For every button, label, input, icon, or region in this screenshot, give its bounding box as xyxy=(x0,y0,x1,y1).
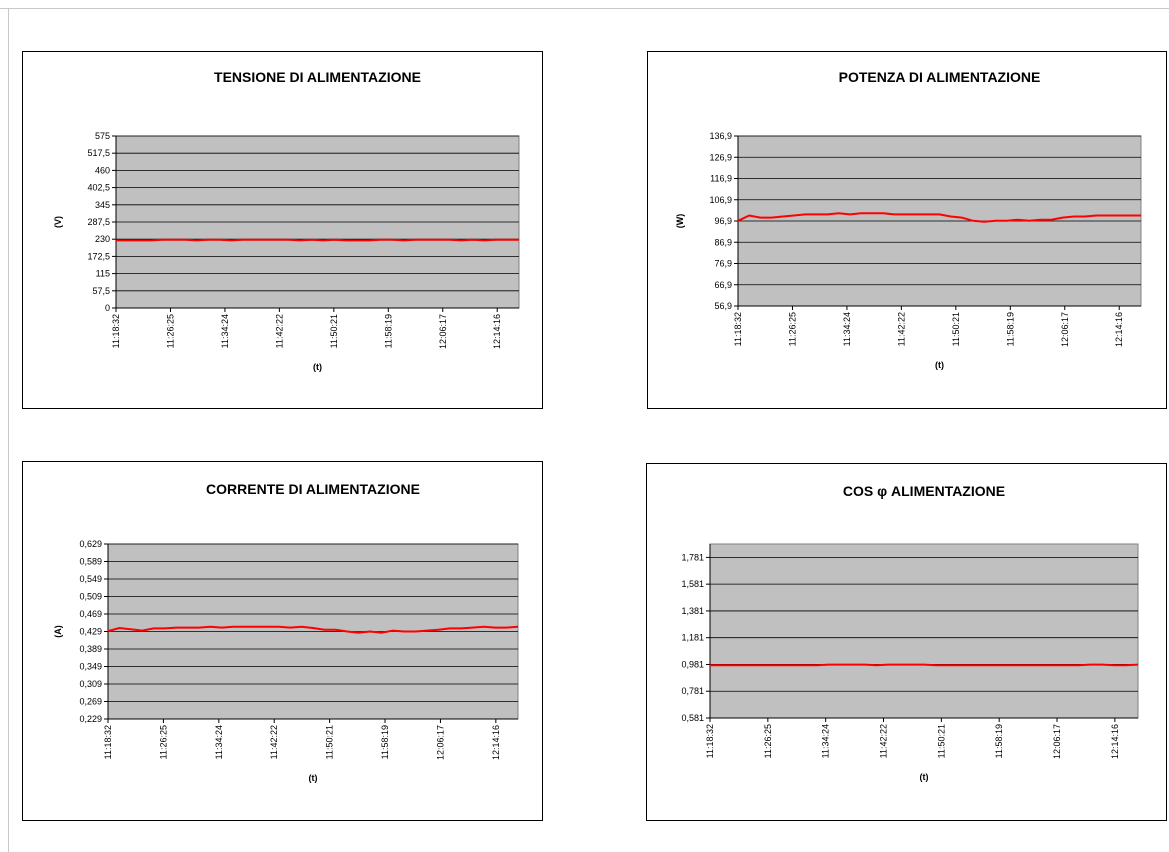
x-axis-label: (t) xyxy=(313,362,322,372)
y-axis-label: (V) xyxy=(53,216,63,228)
x-tick-label: 11:42:22 xyxy=(879,724,889,758)
y-tick-label: 57,5 xyxy=(92,286,110,296)
x-tick-label: 11:58:19 xyxy=(994,724,1004,758)
y-tick-label: 1,781 xyxy=(681,552,704,562)
y-tick-label: 115 xyxy=(96,269,110,279)
x-tick-label: 12:06:17 xyxy=(1060,312,1070,347)
y-tick-label: 136,9 xyxy=(709,131,732,141)
x-tick-label: 11:34:24 xyxy=(220,314,230,348)
chart-svg: CORRENTE DI ALIMENTAZIONE 0,629 0,589 0,549… xyxy=(53,481,519,783)
y-tick-label: 0 xyxy=(105,303,110,313)
y-tick-label: 0,781 xyxy=(681,686,704,696)
x-tick-label: 11:50:21 xyxy=(951,312,961,346)
x-tick-label: 11:34:24 xyxy=(214,725,224,759)
y-tick-label: 0,229 xyxy=(79,714,102,724)
x-tick-label: 11:26:25 xyxy=(787,312,797,346)
chart-cosphi: COS φ ALIMENTAZIONE 1,781 1,581 1,381 1,181 0… xyxy=(646,463,1167,821)
x-tick-label: 12:06:17 xyxy=(1052,724,1062,759)
sheet-edge-left xyxy=(8,8,9,852)
y-tick-label: 230 xyxy=(95,234,110,244)
y-tick-label: 56,9 xyxy=(714,301,732,311)
y-tick-label: 96,9 xyxy=(714,216,732,226)
y-tick-label: 460 xyxy=(95,165,110,175)
x-tick-label: 11:50:21 xyxy=(325,725,335,759)
chart-title: COS φ ALIMENTAZIONE xyxy=(843,483,1005,499)
x-tick-label: 11:26:25 xyxy=(158,725,168,759)
y-tick-label: 402,5 xyxy=(87,183,110,193)
x-tick-label: 12:14:16 xyxy=(1114,312,1124,347)
x-axis-label: (t) xyxy=(935,360,944,370)
x-tick-label: 11:18:32 xyxy=(733,312,743,346)
y-tick-label: 0,349 xyxy=(79,662,102,672)
x-tick-label: 11:18:32 xyxy=(103,725,113,759)
sheet-edge-top xyxy=(0,8,1169,9)
plot-area xyxy=(709,543,1139,719)
y-tick-label: 1,181 xyxy=(681,633,704,643)
x-tick-label: 11:34:24 xyxy=(821,724,831,758)
x-tick-label: 11:50:21 xyxy=(329,314,339,348)
chart-svg: COS φ ALIMENTAZIONE 1,781 1,581 1,381 1,181 0… xyxy=(681,483,1139,782)
y-tick-label: 0,981 xyxy=(681,659,704,669)
x-tick-label: 11:42:22 xyxy=(269,725,279,759)
x-tick-label: 11:58:19 xyxy=(383,314,393,348)
x-tick-label: 12:14:16 xyxy=(1110,724,1120,759)
x-tick-label: 12:06:17 xyxy=(438,314,448,349)
y-tick-label: 116,9 xyxy=(710,174,732,184)
series-line xyxy=(116,238,519,242)
x-tick-label: 11:34:24 xyxy=(842,312,852,346)
y-axis-label: (A) xyxy=(53,625,63,638)
x-axis-label: (t) xyxy=(309,773,318,783)
x-tick-label: 11:50:21 xyxy=(936,724,946,758)
y-tick-label: 575 xyxy=(95,131,110,141)
y-tick-label: 287,5 xyxy=(87,217,110,227)
x-tick-label: 11:42:22 xyxy=(896,312,906,346)
chart-svg: TENSIONE DI ALIMENTAZIONE 575 517,5 460 402,… xyxy=(53,69,520,372)
x-tick-label: 11:18:32 xyxy=(705,724,715,758)
x-tick-label: 11:26:25 xyxy=(165,314,175,348)
series-line xyxy=(737,212,1141,223)
y-tick-label: 0,469 xyxy=(79,609,102,619)
y-tick-label: 0,269 xyxy=(79,697,102,707)
x-axis-label: (t) xyxy=(920,772,929,782)
x-tick-label: 12:14:16 xyxy=(492,314,502,349)
chart-svg: POTENZA DI ALIMENTAZIONE 136,9 126,9 116,9 1… xyxy=(675,69,1142,370)
y-tick-label: 1,581 xyxy=(681,579,704,589)
y-tick-label: 0,549 xyxy=(79,574,102,584)
y-tick-label: 0,581 xyxy=(681,713,704,723)
chart-title: TENSIONE DI ALIMENTAZIONE xyxy=(214,69,421,85)
chart-tensione: TENSIONE DI ALIMENTAZIONE 575 517,5 460 402,… xyxy=(22,51,543,409)
x-tick-label: 11:58:19 xyxy=(380,725,390,759)
y-tick-label: 86,9 xyxy=(714,237,732,247)
y-axis-label: (W) xyxy=(675,214,685,229)
x-tick-label: 11:18:32 xyxy=(111,314,121,348)
chart-title: POTENZA DI ALIMENTAZIONE xyxy=(839,69,1041,85)
y-tick-label: 0,509 xyxy=(79,592,102,602)
y-tick-label: 172,5 xyxy=(87,251,110,261)
y-tick-label: 0,309 xyxy=(79,679,102,689)
y-tick-label: 0,629 xyxy=(79,539,102,549)
y-tick-label: 345 xyxy=(95,200,110,210)
x-tick-label: 12:14:16 xyxy=(491,725,501,760)
x-tick-label: 12:06:17 xyxy=(435,725,445,760)
series-line xyxy=(107,625,519,634)
y-tick-label: 0,389 xyxy=(79,644,102,654)
y-tick-label: 0,589 xyxy=(79,557,102,567)
chart-title: CORRENTE DI ALIMENTAZIONE xyxy=(206,481,420,497)
y-tick-label: 1,381 xyxy=(681,606,704,616)
y-tick-label: 76,9 xyxy=(714,259,732,269)
y-tick-label: 66,9 xyxy=(714,280,732,290)
y-tick-label: 0,429 xyxy=(79,627,102,637)
chart-potenza: POTENZA DI ALIMENTAZIONE 136,9 126,9 116,9 1… xyxy=(647,51,1167,409)
x-tick-label: 11:58:19 xyxy=(1005,312,1015,346)
y-tick-label: 106,9 xyxy=(709,195,732,205)
y-tick-label: 126,9 xyxy=(709,152,732,162)
chart-corrente: CORRENTE DI ALIMENTAZIONE 0,629 0,589 0,549… xyxy=(22,461,543,821)
x-tick-label: 11:42:22 xyxy=(274,314,284,348)
x-tick-label: 11:26:25 xyxy=(763,724,773,758)
series-line xyxy=(710,663,1139,667)
y-tick-label: 517,5 xyxy=(87,148,110,158)
